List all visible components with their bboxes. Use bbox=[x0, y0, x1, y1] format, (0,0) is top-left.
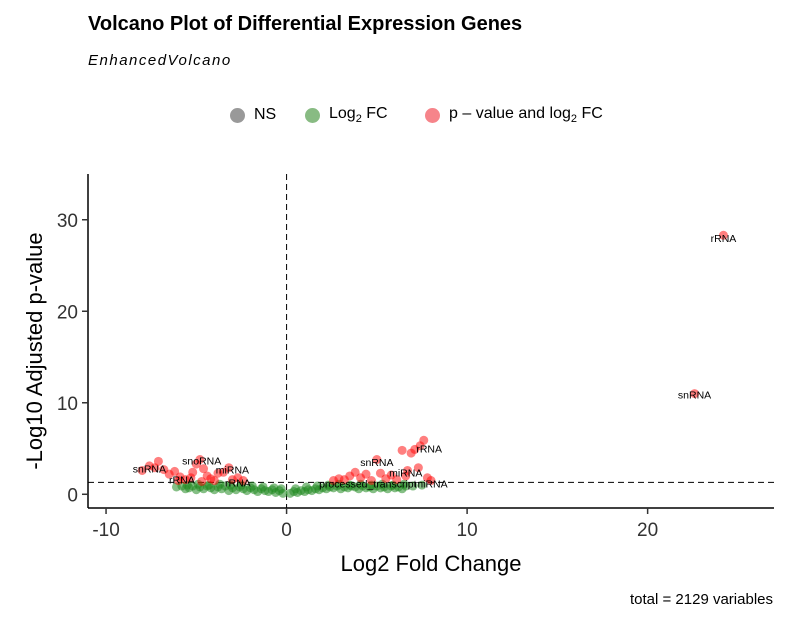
point-pvalue-log2fc bbox=[238, 476, 248, 486]
y-tick-label: 20 bbox=[57, 302, 78, 323]
point-log2fc bbox=[312, 481, 322, 491]
point-label: miRNA bbox=[216, 465, 249, 477]
point-log2fc bbox=[291, 484, 301, 494]
point-log2fc bbox=[247, 481, 257, 491]
point-labels: snRNArRNAsnoRNAmiRNArRNAsnRNArRNAmiRNAmi… bbox=[133, 233, 737, 490]
point-log2fc bbox=[399, 479, 409, 489]
legend-item-log2fc: Log2 FC bbox=[305, 102, 388, 128]
x-axis-label: Log2 Fold Change bbox=[340, 551, 521, 576]
point-log2fc bbox=[417, 480, 427, 490]
point-pvalue-log2fc bbox=[718, 230, 728, 240]
point-pvalue-log2fc bbox=[137, 465, 147, 475]
point-pvalue-log2fc bbox=[413, 463, 423, 473]
x-tick-label: 10 bbox=[457, 520, 478, 541]
legend-item-pvalue-log2fc: p – value and log2 FC bbox=[425, 102, 603, 128]
points-pvalue-log2fc bbox=[137, 230, 728, 486]
legend-swatch-pvalue-log2fc bbox=[425, 107, 440, 123]
y-axis-label: -Log10 Adjusted p-value bbox=[22, 232, 47, 469]
point-pvalue-log2fc bbox=[397, 445, 407, 455]
point-pvalue-log2fc bbox=[153, 456, 163, 466]
point-log2fc bbox=[276, 484, 286, 494]
legend-item-ns: NS bbox=[230, 102, 276, 128]
point-log2fc bbox=[356, 479, 366, 489]
point-label: miRNA bbox=[389, 467, 422, 479]
point-pvalue-log2fc bbox=[375, 468, 385, 478]
y-tick-label: 0 bbox=[67, 485, 78, 506]
point-pvalue-log2fc bbox=[199, 464, 209, 474]
axes: -10 0 10 20 0 10 20 30 bbox=[57, 174, 774, 541]
legend: NS Log2 FC p – value and log2 FC bbox=[0, 102, 790, 128]
point-log2fc bbox=[258, 482, 268, 492]
point-pvalue-log2fc bbox=[350, 467, 360, 477]
point-pvalue-log2fc bbox=[361, 469, 371, 479]
point-log2fc bbox=[345, 480, 355, 490]
chart-subtitle: EnhancedVolcano bbox=[88, 52, 232, 69]
point-log2fc bbox=[301, 482, 311, 492]
point-pvalue-log2fc bbox=[690, 389, 700, 399]
points-log2fc bbox=[171, 479, 427, 498]
point-label: snoRNA bbox=[182, 455, 221, 467]
y-tick-label: 30 bbox=[57, 211, 78, 232]
point-label: rRNA bbox=[225, 477, 251, 489]
legend-swatch-log2fc bbox=[305, 107, 320, 123]
point-pvalue-log2fc bbox=[372, 455, 382, 465]
point-label: snRNA bbox=[360, 457, 393, 469]
point-pvalue-log2fc bbox=[392, 475, 402, 485]
x-tick-label: 20 bbox=[637, 520, 658, 541]
x-tick-label: 0 bbox=[281, 520, 292, 541]
point-pvalue-log2fc bbox=[195, 455, 205, 465]
point-label: rRNA bbox=[169, 475, 195, 487]
chart-title: Volcano Plot of Differential Expression … bbox=[88, 13, 523, 35]
point-pvalue-log2fc bbox=[419, 435, 429, 445]
x-tick-label: -10 bbox=[92, 520, 119, 541]
point-pvalue-log2fc bbox=[209, 476, 219, 486]
point-pvalue-log2fc bbox=[224, 463, 234, 473]
point-pvalue-log2fc bbox=[426, 476, 436, 486]
point-pvalue-log2fc bbox=[188, 467, 198, 477]
point-pvalue-log2fc bbox=[401, 471, 411, 481]
point-pvalue-log2fc bbox=[366, 476, 376, 486]
point-pvalue-log2fc bbox=[173, 476, 183, 486]
legend-swatch-ns bbox=[230, 107, 245, 123]
point-label: snRNA bbox=[678, 390, 711, 402]
chart-caption: total = 2129 variables bbox=[629, 591, 773, 608]
point-label: processed_transcript bbox=[319, 478, 417, 490]
point-label: miRNA bbox=[414, 478, 447, 490]
point-pvalue-log2fc bbox=[170, 466, 180, 476]
legend-label-pvalue-log2fc: p – value and log2 FC bbox=[449, 104, 603, 126]
legend-label-log2fc: Log2 FC bbox=[329, 104, 388, 126]
y-tick-label: 10 bbox=[57, 394, 78, 415]
point-log2fc bbox=[269, 483, 279, 493]
legend-label-ns: NS bbox=[254, 106, 277, 123]
point-label: rRNA bbox=[711, 233, 737, 245]
point-label: snRNA bbox=[133, 464, 166, 476]
point-log2fc bbox=[408, 481, 418, 491]
point-label: rRNA bbox=[416, 444, 442, 456]
point-pvalue-log2fc bbox=[197, 476, 207, 486]
